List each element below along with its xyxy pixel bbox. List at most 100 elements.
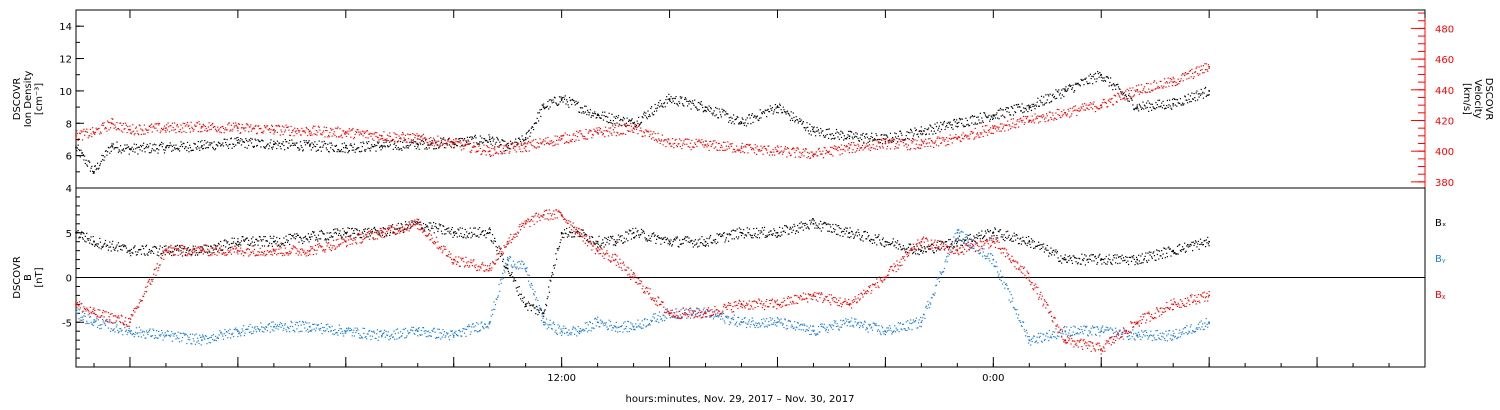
velocity-dot <box>731 143 733 145</box>
velocity-dot <box>276 131 279 133</box>
velocity-dot <box>1108 100 1110 102</box>
density-dot <box>1007 107 1009 109</box>
velocity-dot <box>96 129 98 131</box>
velocity-dot <box>804 148 807 150</box>
velocity-dot <box>1038 122 1040 124</box>
b-series-0-dot <box>762 233 764 235</box>
density-dot <box>520 144 522 146</box>
b-series-0-dot <box>1139 262 1141 265</box>
density-dot <box>156 148 158 150</box>
density-dot <box>949 121 951 123</box>
velocity-dot <box>632 131 635 133</box>
velocity-dot <box>957 136 959 138</box>
b-series-0-dot <box>265 240 267 242</box>
density-dot <box>1187 93 1189 95</box>
b-series-0-dot <box>373 227 375 229</box>
density-dot <box>689 101 692 103</box>
velocity-tick-label: 420 <box>1435 116 1454 127</box>
b-series-0-dot <box>314 234 316 236</box>
b-series-0-dot <box>387 229 389 231</box>
b-series-0-dot <box>140 253 143 255</box>
b-series-0-dot <box>363 228 365 231</box>
b-series-0-dot <box>548 291 551 293</box>
density-dot <box>581 107 584 109</box>
density-dot <box>383 141 385 144</box>
b-series-0-dot <box>823 221 825 223</box>
velocity-dot <box>1070 115 1072 117</box>
density-dot <box>617 115 620 117</box>
velocity-dot <box>778 153 780 155</box>
density-dot <box>686 100 688 102</box>
density-dot <box>926 128 928 130</box>
velocity-dot <box>120 122 122 124</box>
velocity-dot <box>1059 116 1061 118</box>
velocity-dot <box>317 131 319 133</box>
b-series-0-dot <box>971 240 973 242</box>
b-series-0-dot <box>632 237 635 239</box>
b-series-0-dot <box>743 229 745 231</box>
density-dot <box>427 144 430 146</box>
density-dot <box>246 147 248 149</box>
b-series-0-dot <box>1174 252 1176 254</box>
b-series-0-dot <box>323 233 325 235</box>
density-dot <box>825 128 828 131</box>
b-series-0-dot <box>879 242 881 244</box>
density-dot <box>1108 85 1110 87</box>
density-dot <box>102 159 104 161</box>
velocity-dot <box>468 143 471 145</box>
b-series-0-dot <box>1017 237 1019 239</box>
density-dot <box>705 110 707 113</box>
b-series-0-dot <box>1183 248 1185 250</box>
b-series-0-dot <box>1192 250 1194 252</box>
b-series-0-dot <box>832 223 834 226</box>
density-dot <box>154 150 156 152</box>
density-dot <box>232 143 234 145</box>
density-dot <box>103 159 105 161</box>
density-dot <box>324 142 326 145</box>
density-dot <box>618 123 620 125</box>
b-series-0-dot <box>390 225 392 227</box>
b-series-0-dot <box>779 235 781 237</box>
velocity-dot <box>295 130 297 132</box>
velocity-dot <box>1030 121 1033 123</box>
velocity-dot <box>922 141 924 143</box>
velocity-dot <box>948 143 950 146</box>
density-dot <box>499 144 502 146</box>
density-dot <box>435 141 437 144</box>
velocity-dot <box>436 140 438 142</box>
velocity-dot <box>633 128 635 130</box>
density-dot <box>374 145 376 147</box>
velocity-dot <box>109 127 112 129</box>
density-dot <box>1034 108 1036 110</box>
density-dot <box>443 138 445 140</box>
velocity-dot <box>791 148 794 150</box>
velocity-dot <box>153 127 156 129</box>
density-dot <box>971 115 974 117</box>
density-dot <box>921 134 923 136</box>
velocity-dot <box>643 131 645 133</box>
density-dot <box>776 105 779 107</box>
density-dot <box>186 149 188 152</box>
density-dot <box>870 135 872 138</box>
density-point <box>596 114 599 116</box>
velocity-dot <box>99 133 101 135</box>
velocity-dot <box>908 138 910 141</box>
b-series-0-dot <box>453 231 455 233</box>
velocity-dot <box>471 146 474 148</box>
b-series-0-dot <box>1083 257 1085 260</box>
b-series-0-dot <box>227 247 230 250</box>
density-dot <box>743 122 745 124</box>
b-series-0-dot <box>538 311 540 314</box>
velocity-dot <box>197 130 199 133</box>
b-series-0-dot <box>786 227 789 229</box>
b-series-0-dot <box>955 239 957 241</box>
density-dot <box>1189 101 1191 103</box>
velocity-dot <box>1166 82 1169 84</box>
density-dot <box>232 143 235 145</box>
velocity-dot <box>1068 110 1070 112</box>
b-series-0-dot <box>547 296 549 298</box>
velocity-dot <box>751 147 753 149</box>
velocity-dot <box>736 149 738 151</box>
density-dot <box>1188 98 1190 101</box>
b-series-0-dot <box>759 232 761 234</box>
